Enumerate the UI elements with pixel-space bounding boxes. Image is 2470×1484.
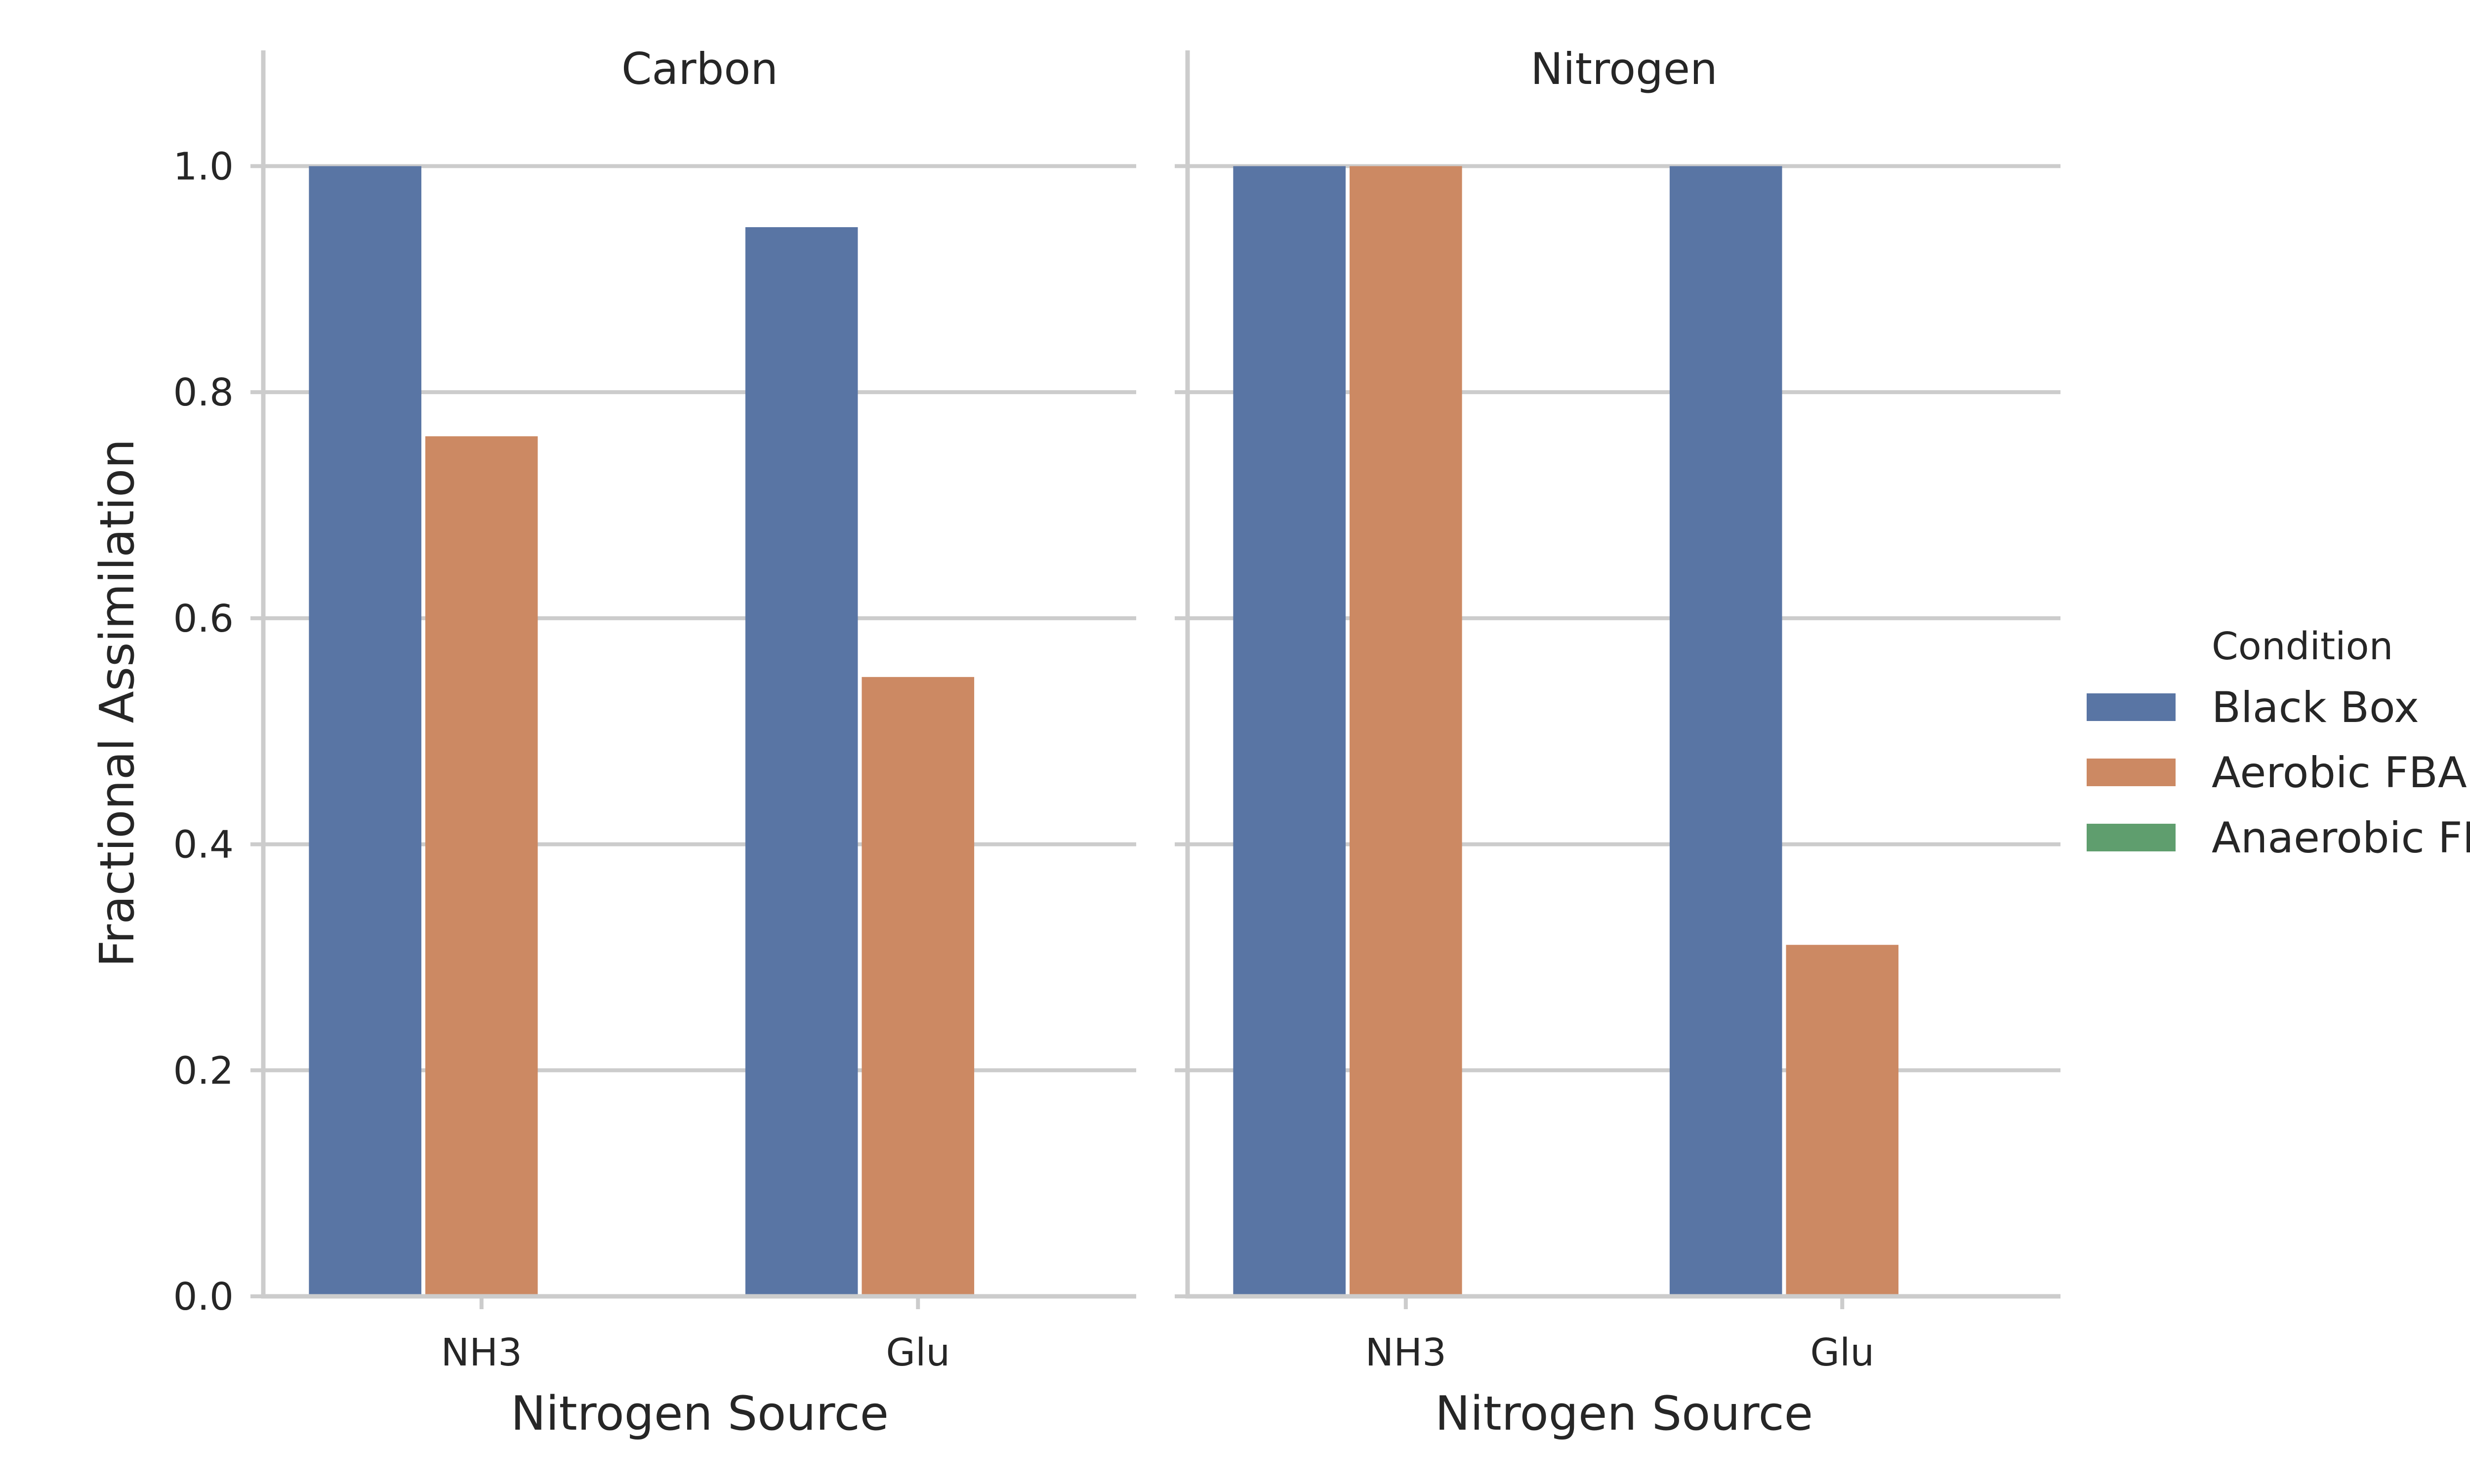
- legend-swatch-black-box: [2087, 693, 2176, 721]
- y-tick-label: 0.2: [173, 1049, 234, 1093]
- axis-spines: [261, 50, 1136, 1299]
- bar-carbon-nh3-aerobic-fba: [425, 436, 538, 1296]
- facet-panel-nitrogen: NH3 Glu Nitrogen Nitrogen Source: [1175, 43, 2060, 1441]
- legend-swatch-anaerobic-fba: [2087, 824, 2176, 851]
- y-tick-label: 0.8: [173, 371, 234, 415]
- axis-spines: [1185, 50, 2060, 1299]
- y-tick-label: 1.0: [173, 145, 234, 189]
- legend-label: Anaerobic FBA: [2212, 813, 2470, 863]
- bar-nitrogen-nh3-black-box: [1233, 166, 1346, 1297]
- bar-nitrogen-nh3-aerobic-fba: [1349, 166, 1462, 1297]
- facet-title: Carbon: [621, 43, 778, 94]
- legend-label: Black Box: [2212, 683, 2419, 732]
- x-axis-label: Nitrogen Source: [511, 1387, 889, 1441]
- bar-nitrogen-glu-aerobic-fba: [1786, 945, 1899, 1296]
- legend: Condition Black Box Aerobic FBA Anaerobic F…: [2087, 625, 2470, 863]
- bar-carbon-nh3-black-box: [309, 166, 421, 1297]
- facet-panel-carbon: 0.0 0.2 0.4 0.6 0.8 1.0 NH3 Glu Carbon Nitrogen S…: [173, 43, 1136, 1441]
- x-tick-label: Glu: [1810, 1331, 1874, 1375]
- legend-swatch-aerobic-fba: [2087, 759, 2176, 786]
- y-axis-label: Fractional Assimilation: [90, 439, 145, 967]
- legend-label: Aerobic FBA: [2212, 748, 2467, 798]
- y-tick-label: 0.6: [173, 597, 234, 641]
- bar-nitrogen-glu-black-box: [1669, 166, 1782, 1297]
- x-tick-label: NH3: [1365, 1331, 1447, 1375]
- legend-title: Condition: [2212, 625, 2393, 669]
- x-tick-label: NH3: [441, 1331, 523, 1375]
- x-axis-label: Nitrogen Source: [1435, 1387, 1813, 1441]
- y-tick-label: 0.0: [173, 1275, 234, 1319]
- x-tick-label: Glu: [886, 1331, 950, 1375]
- bar-carbon-glu-black-box: [745, 227, 858, 1296]
- facet-title: Nitrogen: [1530, 43, 1718, 94]
- bar-carbon-glu-aerobic-fba: [862, 677, 975, 1296]
- y-tick-label: 0.4: [173, 823, 234, 867]
